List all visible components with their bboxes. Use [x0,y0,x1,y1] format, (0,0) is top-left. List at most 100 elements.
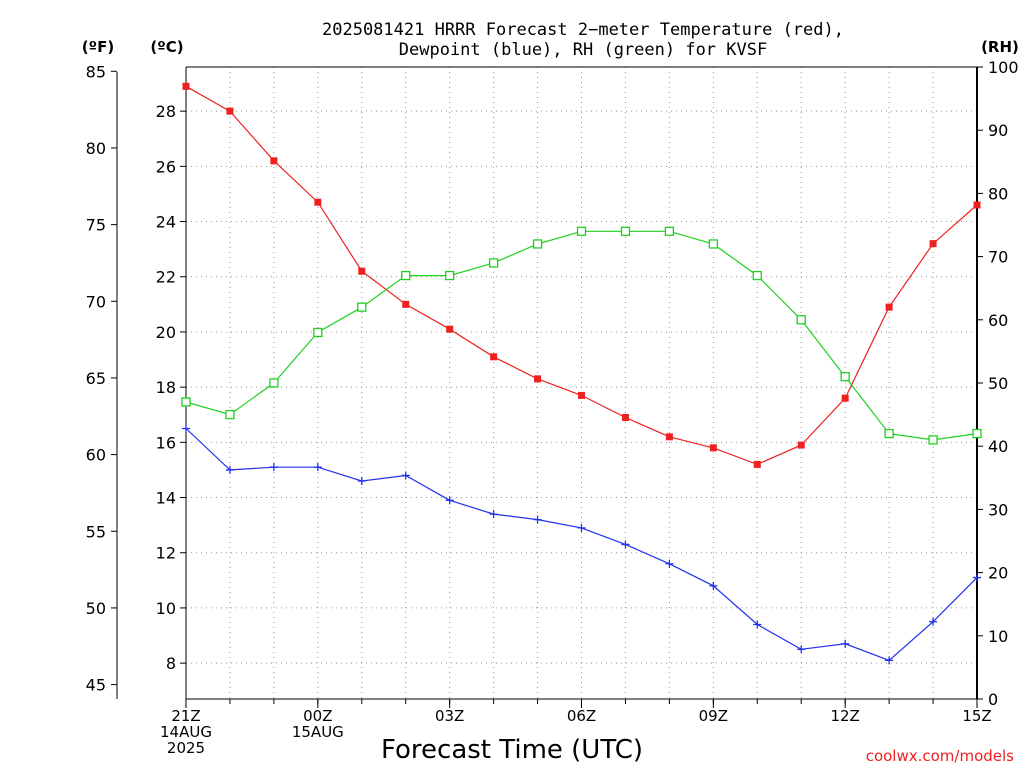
rh-point [796,315,806,325]
x-tick-label: 2025 [167,739,205,757]
x-tick-label: 21Z [171,707,200,725]
celsius-tick-label: 10 [156,599,176,618]
temperature-point [973,201,981,209]
fahrenheit-tick-label: 75 [86,216,106,235]
dewpoint-point [182,424,190,433]
celsius-tick-label: 28 [156,102,176,121]
fahrenheit-tick-label: 55 [86,522,106,541]
celsius-tick-label: 26 [156,157,176,176]
x-tick-label: 15AUG [292,723,344,741]
fahrenheit-tick-label: 80 [86,139,106,158]
dewpoint-point [313,463,322,472]
dewpoint-point [577,523,586,532]
fahrenheit-tick-label: 60 [86,446,106,465]
dewpoint-point [489,510,498,519]
rh-tick-label: 50 [988,374,1008,393]
dewpoint-point [621,540,630,549]
temperature-point [753,460,761,468]
rh-tick-label: 0 [988,690,998,709]
rh-point [664,226,675,236]
temperature-point [270,157,278,165]
dewpoint-point [929,617,938,626]
rh-point [972,428,982,439]
x-tick-label: 14AUG [160,723,212,741]
fahrenheit-tick-label: 65 [86,369,106,388]
rh-point [884,428,894,439]
dewpoint-point [797,645,806,654]
chart-title-line1: 2025081421 HRRR Forecast 2−meter Tempera… [322,20,844,40]
temperature-point [314,198,322,206]
rh-point [313,327,323,338]
x-tick-label: 12Z [830,707,859,725]
temperature-point [182,82,190,90]
temperature-point [797,441,805,449]
temperature-point [402,300,410,308]
temperature-point [929,240,937,248]
dewpoint-point [841,639,850,648]
temperature-point [621,413,629,421]
temperature-point [885,303,893,311]
axes: 45 50 55 60 65 70 75 80 85 8 10 12 14 16 18 20 22 24 26 28 0… [86,58,1019,757]
dewpoint-point [225,465,234,474]
dewpoint-point [401,471,410,480]
rh-point [445,270,455,281]
celsius-tick-label: 16 [156,433,176,452]
rh-tick-label: 100 [988,58,1019,77]
dewpoint-point [973,573,981,582]
dewpoint-point [357,476,366,485]
x-tick-label: 03Z [435,707,464,725]
rh-series [181,226,982,445]
dewpoint-point [533,515,542,524]
rh-point [928,435,938,445]
celsius-tick-label: 24 [156,213,176,232]
dewpoint-point [885,656,894,665]
rh-point [269,378,279,388]
dewpoint-point [709,581,718,590]
temperature-point [534,375,542,383]
fahrenheit-tick-label: 70 [86,292,106,311]
x-axis-label: Forecast Time (UTC) [381,735,643,765]
dewpoint-point [753,620,762,629]
temperature-point [446,325,454,333]
rh-unit-label: (RH) [981,38,1019,56]
rh-point [532,239,543,249]
temperature-point [226,107,234,115]
rh-tick-label: 10 [988,627,1008,646]
celsius-tick-label: 14 [156,489,176,508]
credit-text: coolwx.com/models [866,747,1014,765]
celsius-tick-label: 12 [156,544,176,563]
temperature-point [841,394,849,402]
rh-point [181,397,191,407]
dewpoint-point [665,559,674,568]
rh-tick-label: 60 [988,311,1008,330]
x-tick-label: 06Z [567,707,596,725]
x-tick-label: 09Z [699,707,728,725]
temperature-point [578,391,585,399]
celsius-tick-label: 8 [166,654,176,673]
celsius-tick-label: 18 [156,378,176,397]
fahrenheit-tick-label: 85 [86,62,106,81]
rh-tick-label: 40 [988,437,1008,456]
x-tick-label: 00Z [303,707,332,725]
rh-tick-label: 90 [988,121,1008,140]
celsius-unit-label: (ºC) [150,38,183,56]
temperature-point [490,353,498,361]
rh-point [620,226,631,236]
grid-lines [186,67,977,699]
temperature-point [709,444,717,452]
rh-point [225,409,235,420]
data-series [181,82,982,665]
dewpoint-point [269,463,278,472]
dewpoint-line [185,428,978,662]
x-tick-label: 15Z [962,707,991,725]
rh-tick-label: 80 [988,184,1008,203]
temperature-point [358,267,366,275]
dewpoint-point [445,496,454,505]
temperature-point [665,433,673,441]
rh-tick-label: 20 [988,564,1008,583]
rh-point [708,239,718,249]
rh-point [576,226,587,236]
chart-title-line2: Dewpoint (blue), RH (green) for KVSF [399,40,767,60]
temperature-series [182,82,981,468]
